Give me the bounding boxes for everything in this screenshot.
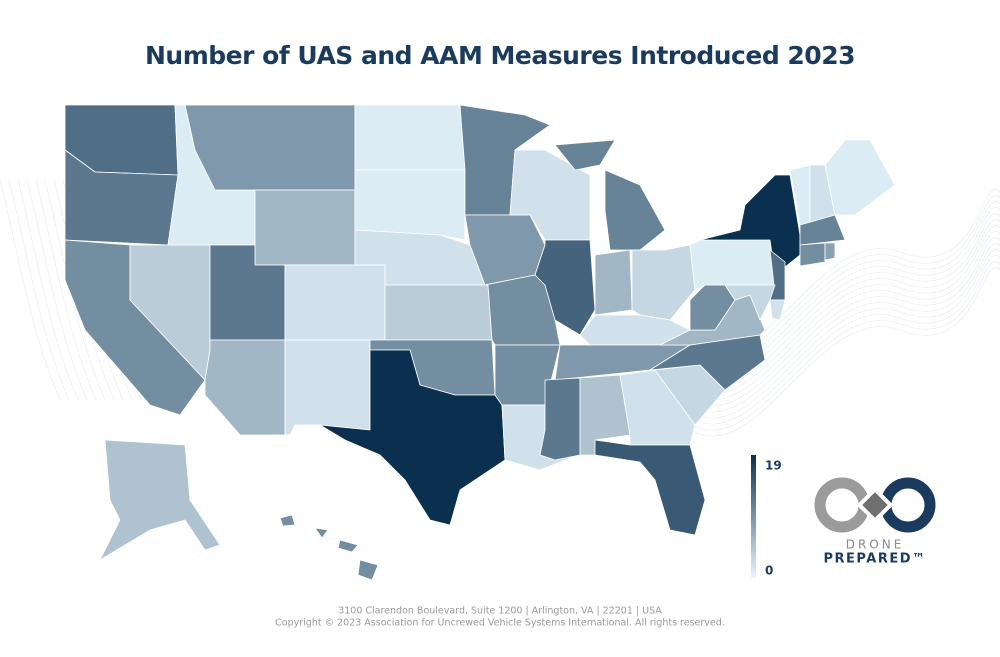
wave-line [26,179,88,401]
footer-copyright: Copyright © 2023 Association for Uncrewe… [275,618,725,629]
state [534,239,596,336]
state-shape [184,104,356,191]
wave-line [0,179,61,401]
wave-line [689,243,1000,413]
logo-line1: DRONE [846,538,905,552]
state-shape [357,559,379,581]
state [594,249,633,316]
state [354,104,466,171]
state-shape [824,139,896,216]
state-shape [604,169,666,251]
wave-line [689,231,1000,401]
state-shape [824,242,836,261]
state [184,104,356,191]
state [284,339,371,436]
state-shape [284,339,371,436]
wave-line [689,225,1000,395]
state [204,339,286,436]
state [254,189,356,266]
state-shape [799,214,846,246]
state [631,244,696,321]
wave-line [689,261,1000,431]
state-shape [554,139,616,171]
state [539,377,581,461]
logo-diamond [862,492,888,518]
state-shape [594,439,706,536]
wave-line [689,255,1000,425]
state-shape [354,169,466,241]
wave-line [17,179,79,401]
state-shape [534,239,596,336]
footer-address: 3100 Clarendon Boulevard, Suite 1200 | A… [338,606,662,617]
state-shape [724,284,776,321]
state-shape [384,284,493,341]
state [824,139,896,216]
state [384,284,493,341]
state-shape [314,527,329,539]
state-shape [689,239,776,291]
state [724,284,776,321]
map-title: Number of UAS and AAM Measures Introduce… [145,41,855,70]
state [799,242,826,267]
state [99,439,221,561]
wave-line [35,179,97,401]
state [799,214,846,246]
state [284,264,386,341]
logo: DRONE PREPARED™ [814,477,936,567]
wave-line [689,267,1000,437]
state [279,514,379,581]
state [594,439,706,536]
state-shape [769,299,786,321]
state-shape [99,439,221,561]
state [769,299,786,321]
wave-line [689,249,1000,419]
wave-line [8,179,70,401]
state-shape [799,242,826,267]
logo-line2: PREPARED™ [824,552,927,567]
state [354,169,466,241]
wave-line [689,237,1000,407]
state-shape [594,249,633,316]
state [824,242,836,261]
state-shape [337,539,359,553]
wave-line [689,219,1000,389]
state [554,139,666,251]
state-shape [354,104,466,171]
state-shape [254,189,356,266]
state-shape [204,339,286,436]
state-shape [284,264,386,341]
state-shape [319,349,506,526]
state-shape [279,514,296,527]
legend-min-label: 0 [765,564,773,578]
legend-max-label: 19 [765,459,782,473]
states [64,104,896,581]
legend-scale [751,455,756,578]
state [689,239,776,291]
state-shape [539,377,581,461]
state-shape [631,244,696,321]
state [319,349,506,526]
